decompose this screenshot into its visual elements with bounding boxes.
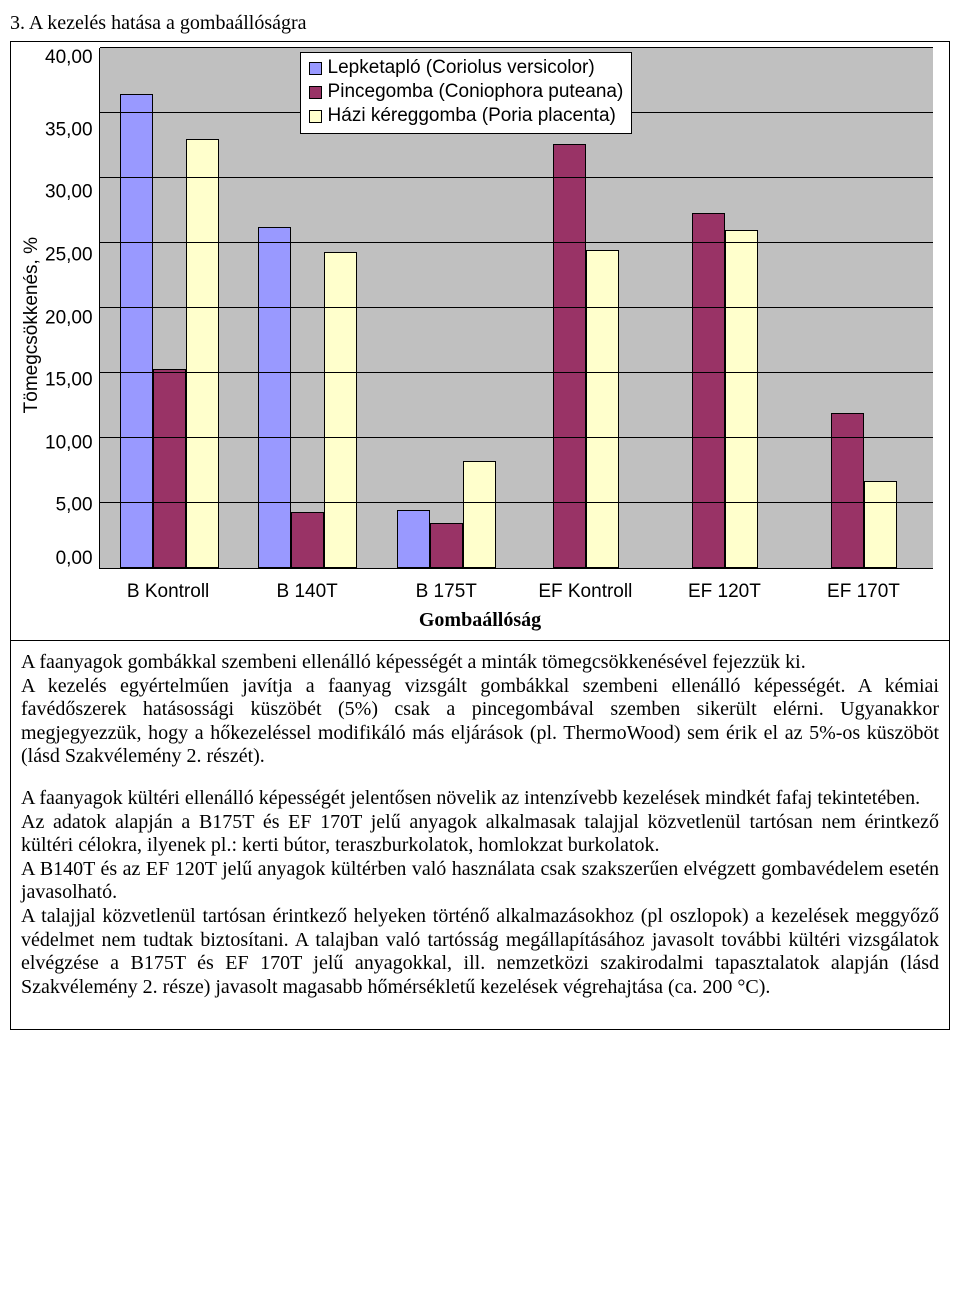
- legend-item: Lepketapló (Coriolus versicolor): [309, 57, 624, 79]
- paragraph: A faanyagok kültéri ellenálló képességét…: [21, 787, 939, 999]
- y-tick: 40,00: [45, 48, 93, 67]
- section-title: 3. A kezelés hatása a gombaállóságra: [10, 12, 950, 35]
- x-tick: EF Kontroll: [516, 569, 655, 603]
- bar-group: [655, 48, 794, 568]
- bar-group: [794, 48, 933, 568]
- grid-line: [100, 307, 933, 308]
- y-tick: 30,00: [45, 183, 93, 202]
- legend-swatch: [309, 62, 322, 75]
- legend-swatch: [309, 110, 322, 123]
- legend-label: Pincegomba (Coniophora puteana): [328, 81, 624, 103]
- grid-line: [100, 372, 933, 373]
- legend-label: Lepketapló (Coriolus versicolor): [328, 57, 595, 79]
- y-axis-ticks: 40,00 35,00 30,00 25,00 20,00 15,00 10,00 5,00 0…: [45, 48, 99, 568]
- y-tick: 15,00: [45, 371, 93, 390]
- x-tick: B Kontroll: [99, 569, 238, 603]
- legend-item: Pincegomba (Coniophora puteana): [309, 81, 624, 103]
- x-tick: B 175T: [377, 569, 516, 603]
- x-tick: EF 170T: [794, 569, 933, 603]
- x-tick: EF 120T: [655, 569, 794, 603]
- bar: [397, 510, 430, 569]
- bar: [291, 512, 324, 568]
- grid-line: [100, 177, 933, 178]
- bar: [430, 523, 463, 569]
- y-axis-label: Tömegcsökkenés, %: [19, 237, 45, 413]
- bar: [463, 461, 496, 568]
- grid-line: [100, 242, 933, 243]
- y-tick: 5,00: [45, 496, 93, 515]
- y-tick: 35,00: [45, 120, 93, 139]
- body-text: A faanyagok gombákkal szembeni ellenálló…: [10, 641, 950, 1030]
- bar: [120, 94, 153, 569]
- y-tick: 25,00: [45, 245, 93, 264]
- bar: [153, 369, 186, 568]
- legend-swatch: [309, 86, 322, 99]
- y-tick: 20,00: [45, 308, 93, 327]
- y-tick: 10,00: [45, 433, 93, 452]
- bar: [725, 230, 758, 568]
- legend-item: Házi kéreggomba (Poria placenta): [309, 105, 624, 127]
- bar: [324, 252, 357, 568]
- chart-container: Tömegcsökkenés, % 40,00 35,00 30,00 25,00 20…: [10, 41, 950, 603]
- legend-label: Házi kéreggomba (Poria placenta): [328, 105, 616, 127]
- bar: [258, 227, 291, 568]
- bar: [864, 481, 897, 568]
- bar-group: [100, 48, 239, 568]
- grid-line: [100, 502, 933, 503]
- bar: [186, 139, 219, 568]
- grid-line: [100, 47, 933, 48]
- y-tick: 0,00: [45, 549, 93, 568]
- x-axis-ticks: B KontrollB 140TB 175TEF KontrollEF 120T…: [99, 569, 933, 603]
- bar: [692, 213, 725, 568]
- plot-area: Lepketapló (Coriolus versicolor)Pincegom…: [99, 48, 933, 569]
- x-tick: B 140T: [238, 569, 377, 603]
- bar: [553, 144, 586, 568]
- chart-subtitle: Gombaállóság: [10, 603, 950, 641]
- bar: [586, 250, 619, 569]
- grid-line: [100, 437, 933, 438]
- chart-legend: Lepketapló (Coriolus versicolor)Pincegom…: [300, 52, 633, 134]
- paragraph: A faanyagok gombákkal szembeni ellenálló…: [21, 651, 939, 769]
